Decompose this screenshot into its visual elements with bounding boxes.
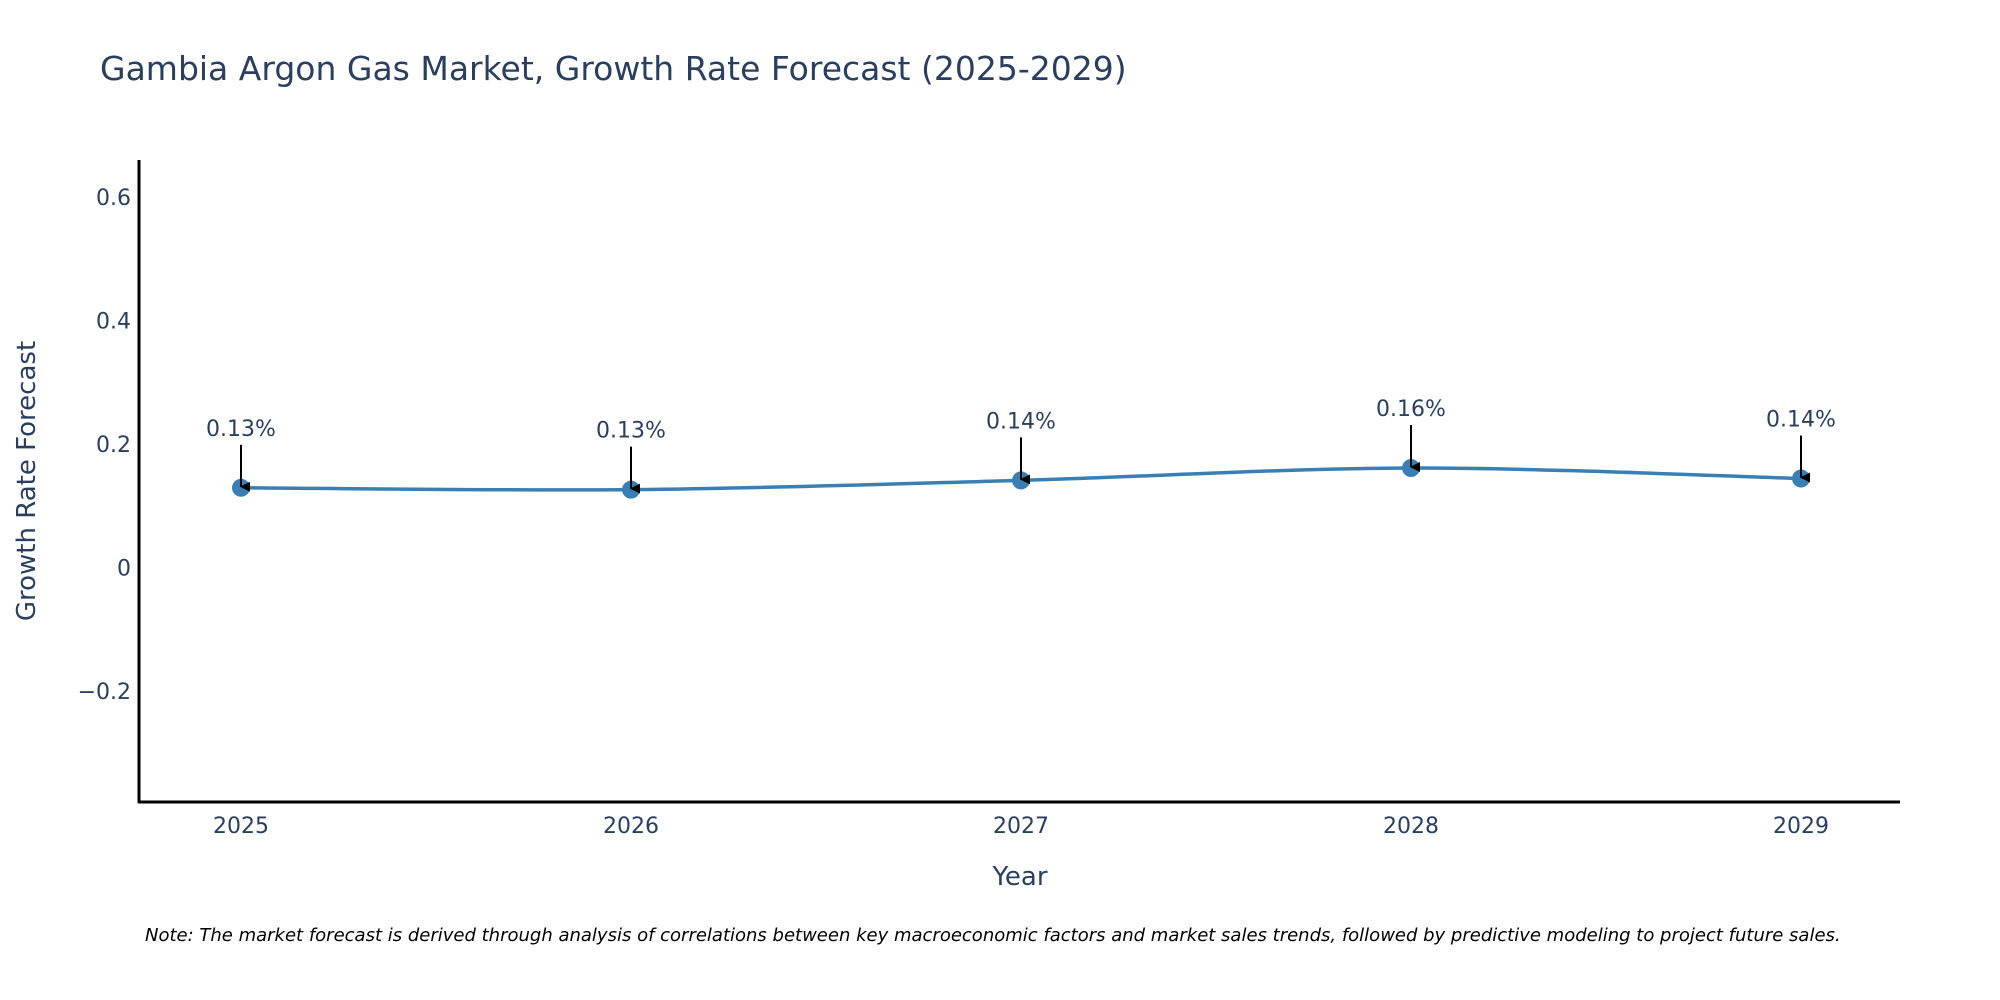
plot-area: 0.13% 0.13% 0.14% 0.16% 0.14% bbox=[206, 397, 1836, 499]
y-tick-label: 0 bbox=[117, 556, 131, 581]
y-tick-label: −0.2 bbox=[78, 680, 131, 705]
x-axis-title: Year bbox=[991, 862, 1047, 892]
data-label: 0.14% bbox=[986, 409, 1056, 434]
x-tick-label: 2026 bbox=[603, 814, 659, 839]
y-tick-label: 0.2 bbox=[96, 433, 131, 458]
x-axis-ticks: 2025 2026 2027 2028 2029 bbox=[213, 814, 1829, 839]
y-tick-label: 0.4 bbox=[96, 310, 131, 335]
x-tick-label: 2028 bbox=[1383, 814, 1439, 839]
y-axis-title: Growth Rate Forecast bbox=[12, 341, 42, 621]
data-label: 0.14% bbox=[1766, 408, 1836, 433]
y-axis-ticks: −0.2 0 0.2 0.4 0.6 bbox=[78, 186, 131, 705]
data-label: 0.13% bbox=[596, 419, 666, 444]
chart-title: Gambia Argon Gas Market, Growth Rate For… bbox=[100, 49, 1127, 88]
footnote: Note: The market forecast is derived thr… bbox=[145, 925, 1841, 946]
x-tick-label: 2027 bbox=[993, 814, 1049, 839]
data-label: 0.16% bbox=[1376, 397, 1446, 422]
x-tick-label: 2025 bbox=[213, 814, 269, 839]
y-tick-label: 0.6 bbox=[96, 186, 131, 211]
x-tick-label: 2029 bbox=[1773, 814, 1829, 839]
data-label: 0.13% bbox=[206, 417, 276, 442]
